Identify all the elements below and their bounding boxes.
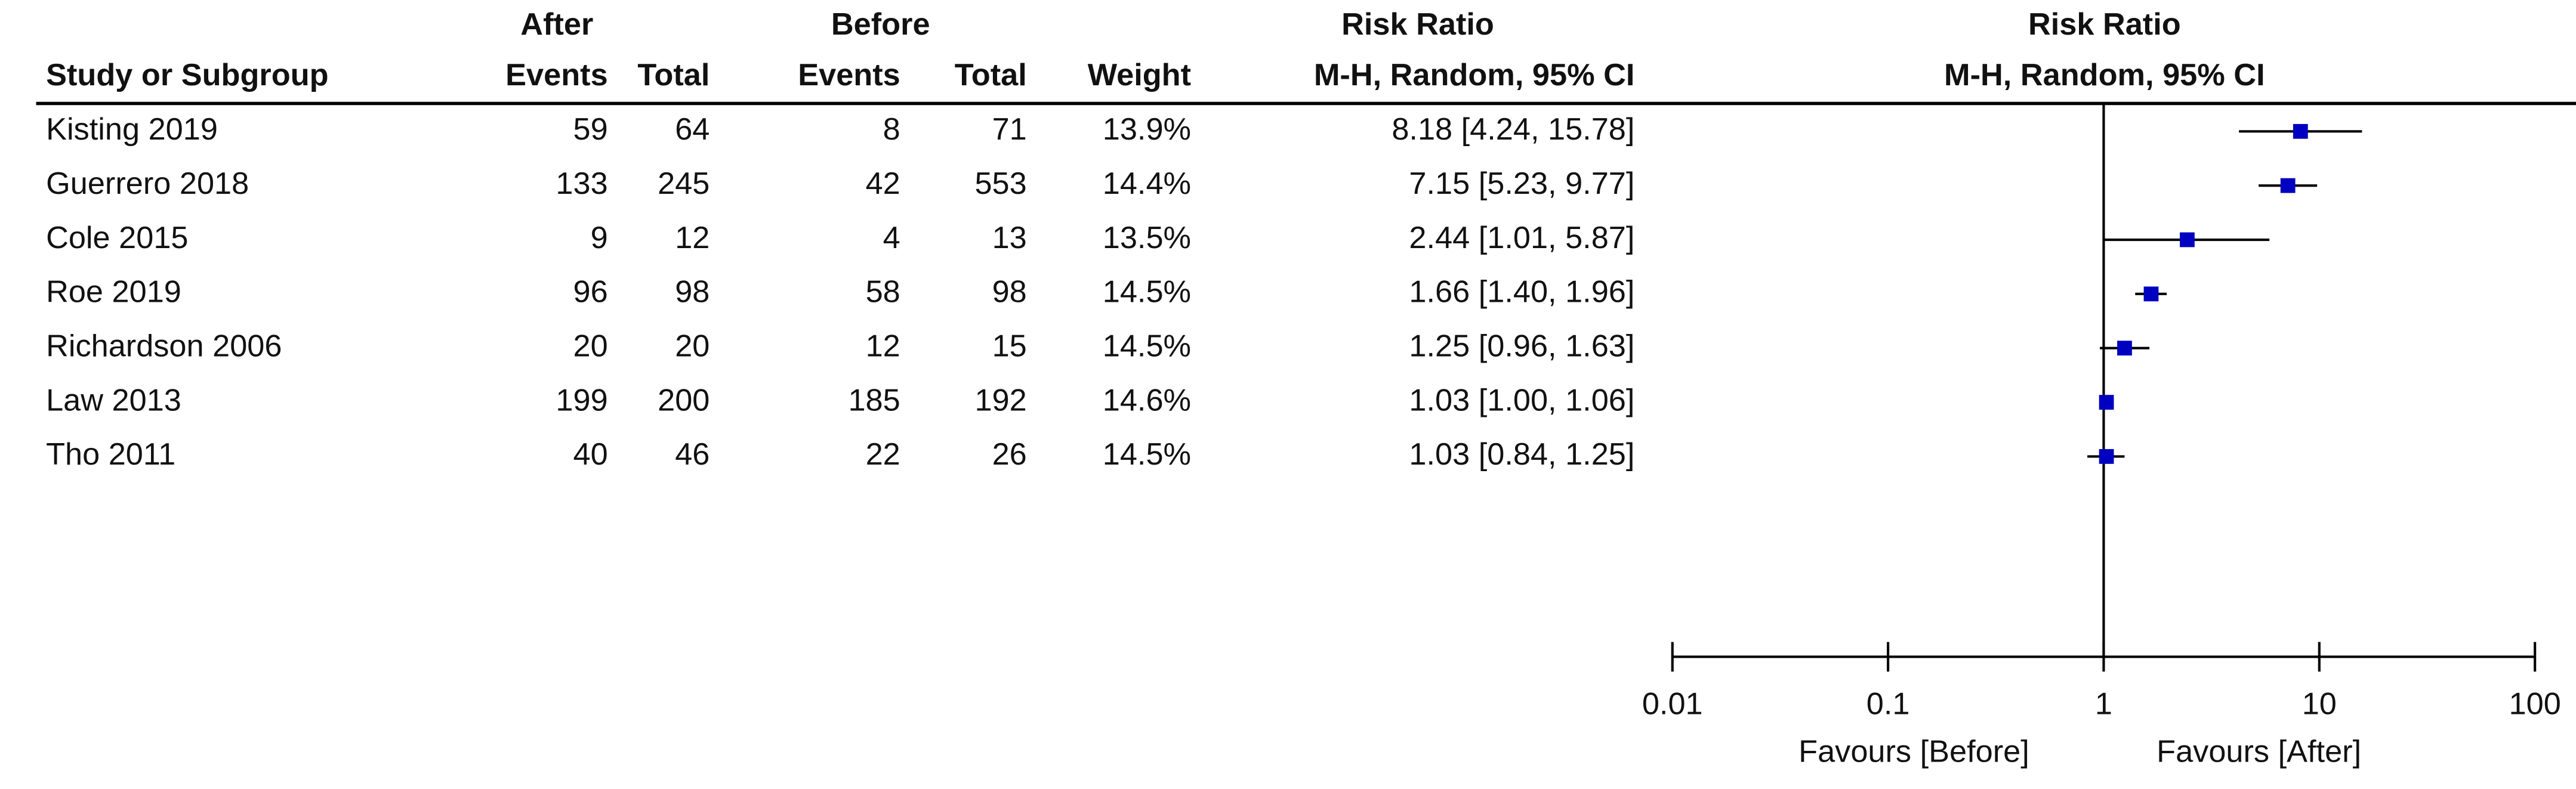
column-header: Total bbox=[637, 58, 709, 92]
group-header: Risk Ratio bbox=[2028, 7, 2181, 42]
cell: 13 bbox=[992, 221, 1027, 255]
cell: 98 bbox=[992, 275, 1027, 310]
cell: 98 bbox=[675, 275, 709, 310]
study-name: Tho 2011 bbox=[46, 437, 175, 472]
point-estimate bbox=[2293, 123, 2308, 139]
cell: 1.03 [1.00, 1.06] bbox=[1409, 383, 1634, 417]
study-name: Law 2013 bbox=[46, 383, 181, 417]
study-name: Richardson 2006 bbox=[46, 329, 282, 364]
x-tick-label: 0.01 bbox=[1642, 687, 1703, 722]
cell: 40 bbox=[573, 437, 608, 472]
cell: 12 bbox=[866, 329, 900, 364]
cell: 133 bbox=[556, 166, 607, 201]
column-header: Total bbox=[955, 58, 1027, 92]
cell: 71 bbox=[992, 112, 1027, 147]
x-tick-label: 10 bbox=[2302, 687, 2337, 722]
cell: 20 bbox=[675, 329, 709, 364]
cell: 8.18 [4.24, 15.78] bbox=[1392, 112, 1634, 147]
cell: 96 bbox=[573, 275, 608, 310]
cell: 59 bbox=[573, 112, 608, 147]
cell: 199 bbox=[556, 383, 607, 417]
point-estimate bbox=[2280, 178, 2296, 193]
cell: 200 bbox=[658, 383, 709, 417]
cell: 14.5% bbox=[1103, 329, 1191, 364]
cell: 20 bbox=[573, 329, 608, 364]
cell: 1.66 [1.40, 1.96] bbox=[1409, 275, 1634, 310]
group-header: Risk Ratio bbox=[1341, 7, 1494, 42]
cell: 2.44 [1.01, 5.87] bbox=[1409, 221, 1634, 255]
cell: 46 bbox=[675, 437, 709, 472]
cell: 26 bbox=[992, 437, 1027, 472]
group-header: Before bbox=[831, 7, 930, 42]
column-header: M-H, Random, 95% CI bbox=[1944, 58, 2265, 92]
column-header: M-H, Random, 95% CI bbox=[1314, 58, 1635, 92]
cell: 8 bbox=[883, 112, 900, 147]
column-header: Events bbox=[505, 58, 608, 92]
cell: 12 bbox=[675, 221, 709, 255]
cell: 553 bbox=[974, 166, 1026, 201]
column-header: Weight bbox=[1088, 58, 1191, 92]
group-header: After bbox=[520, 7, 593, 42]
cell: 192 bbox=[974, 383, 1026, 417]
cell: 58 bbox=[866, 275, 900, 310]
cell: 14.6% bbox=[1103, 383, 1191, 417]
x-axis-label: Favours [After] bbox=[2157, 735, 2361, 769]
column-header: Study or Subgroup bbox=[46, 58, 329, 92]
study-name: Kisting 2019 bbox=[46, 112, 218, 147]
cell: 64 bbox=[675, 112, 709, 147]
x-tick-label: 1 bbox=[2095, 687, 2112, 722]
cell: 245 bbox=[658, 166, 709, 201]
cell: 15 bbox=[992, 329, 1027, 364]
cell: 14.5% bbox=[1103, 275, 1191, 310]
study-name: Guerrero 2018 bbox=[46, 166, 249, 201]
point-estimate bbox=[2143, 286, 2159, 302]
study-name: Cole 2015 bbox=[46, 221, 188, 255]
point-estimate bbox=[2117, 341, 2132, 356]
point-estimate bbox=[2099, 449, 2114, 464]
point-estimate bbox=[2180, 232, 2195, 247]
cell: 7.15 [5.23, 9.77] bbox=[1409, 166, 1634, 201]
cell: 14.4% bbox=[1103, 166, 1191, 201]
cell: 4 bbox=[883, 221, 900, 255]
cell: 13.9% bbox=[1103, 112, 1191, 147]
point-estimate bbox=[2099, 395, 2114, 410]
cell: 9 bbox=[591, 221, 608, 255]
cell: 22 bbox=[866, 437, 900, 472]
cell: 1.03 [0.84, 1.25] bbox=[1409, 437, 1634, 472]
cell: 13.5% bbox=[1103, 221, 1191, 255]
x-tick-label: 100 bbox=[2509, 687, 2561, 722]
x-axis-label: Favours [Before] bbox=[1798, 735, 2029, 769]
cell: 1.25 [0.96, 1.63] bbox=[1409, 329, 1634, 364]
cell: 14.5% bbox=[1103, 437, 1191, 472]
cell: 185 bbox=[848, 383, 900, 417]
x-tick-label: 0.1 bbox=[1867, 687, 1910, 722]
column-header: Events bbox=[798, 58, 900, 92]
study-name: Roe 2019 bbox=[46, 275, 181, 310]
cell: 42 bbox=[866, 166, 900, 201]
